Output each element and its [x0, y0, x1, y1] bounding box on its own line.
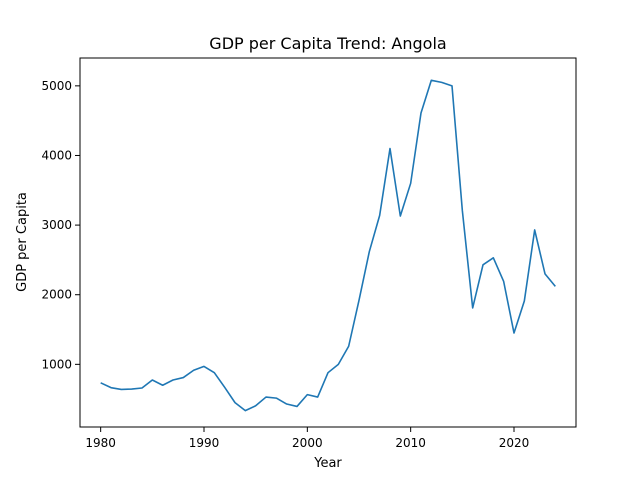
x-axis-label: Year: [313, 456, 342, 471]
x-tick-label: 1990: [189, 436, 220, 450]
x-tick-label: 2000: [292, 436, 323, 450]
y-axis-label: GDP per Capita: [15, 192, 30, 292]
chart-title: GDP per Capita Trend: Angola: [209, 34, 446, 53]
y-tick-label: 5000: [41, 79, 72, 93]
series-line: [100, 79, 556, 412]
y-tick-label: 3000: [41, 218, 72, 232]
y-tick-label: 2000: [41, 288, 72, 302]
x-tick-label: 2010: [395, 436, 426, 450]
y-axis: 1000 2000 3000 4000 5000: [41, 79, 80, 371]
y-tick-label: 4000: [41, 148, 72, 162]
y-tick-label: 1000: [41, 357, 72, 371]
x-tick-label: 2020: [499, 436, 530, 450]
x-tick-label: 1980: [85, 436, 116, 450]
x-axis: 1980 1990 2000 2010 2020: [85, 427, 529, 450]
axes-frame: [79, 57, 577, 428]
plot-area: [100, 79, 556, 412]
